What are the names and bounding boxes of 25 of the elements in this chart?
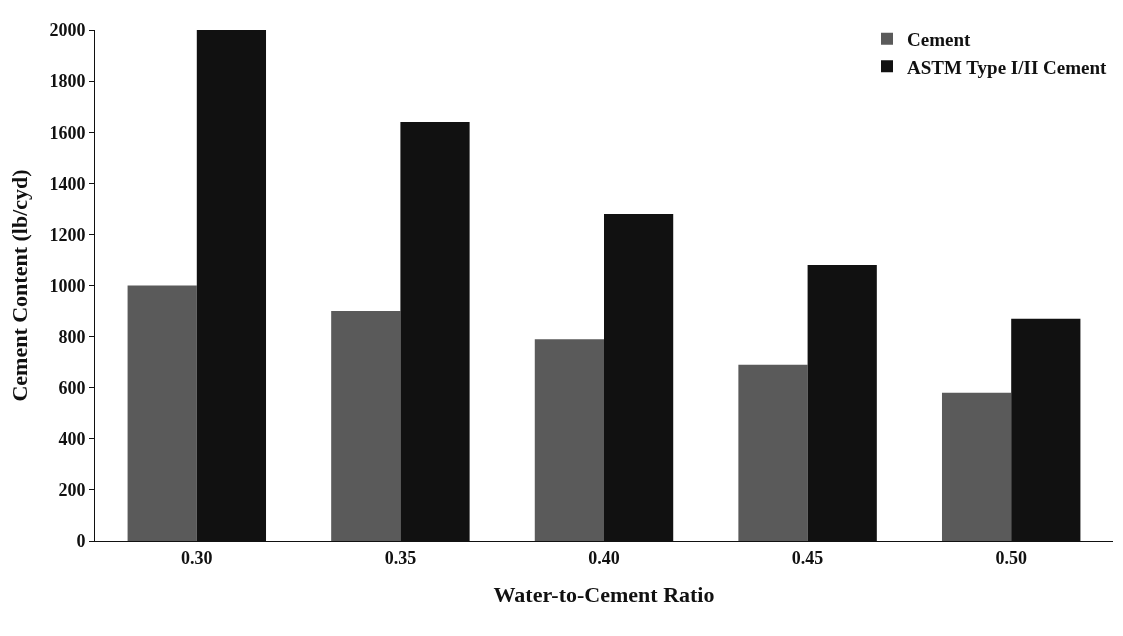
bar	[331, 311, 401, 541]
legend-label: ASTM Type I/II Cement	[907, 56, 1108, 78]
y-tick-label: 200	[58, 480, 86, 501]
y-axis-title: Cement Content (lb/cyd)	[7, 169, 33, 402]
bar	[941, 392, 1012, 541]
y-tick-label: 1000	[49, 275, 86, 296]
bar	[127, 285, 197, 541]
y-tick-label: 600	[58, 378, 86, 398]
x-axis-title: Water-to-Cement Ratio	[493, 582, 715, 608]
y-tick-label: 0	[76, 531, 86, 552]
x-tick-label: 0.40	[588, 547, 620, 568]
bar	[534, 339, 604, 541]
y-tick-label: 1200	[49, 224, 86, 245]
x-tick-label: 0.45	[791, 547, 824, 568]
x-tick-label: 0.30	[181, 547, 213, 568]
y-tick-label: 800	[58, 326, 86, 347]
x-tick-label: 0.35	[384, 547, 417, 568]
legend-label: Cement	[907, 29, 971, 51]
y-tick-label: 1600	[49, 122, 86, 143]
y-tick-label: 1400	[49, 173, 86, 194]
y-tick-label: 1800	[49, 71, 86, 92]
bar	[738, 364, 808, 541]
y-tick-label: 2000	[49, 20, 86, 41]
x-tick-label: 0.50	[995, 547, 1027, 568]
y-tick-label: 400	[58, 429, 86, 450]
